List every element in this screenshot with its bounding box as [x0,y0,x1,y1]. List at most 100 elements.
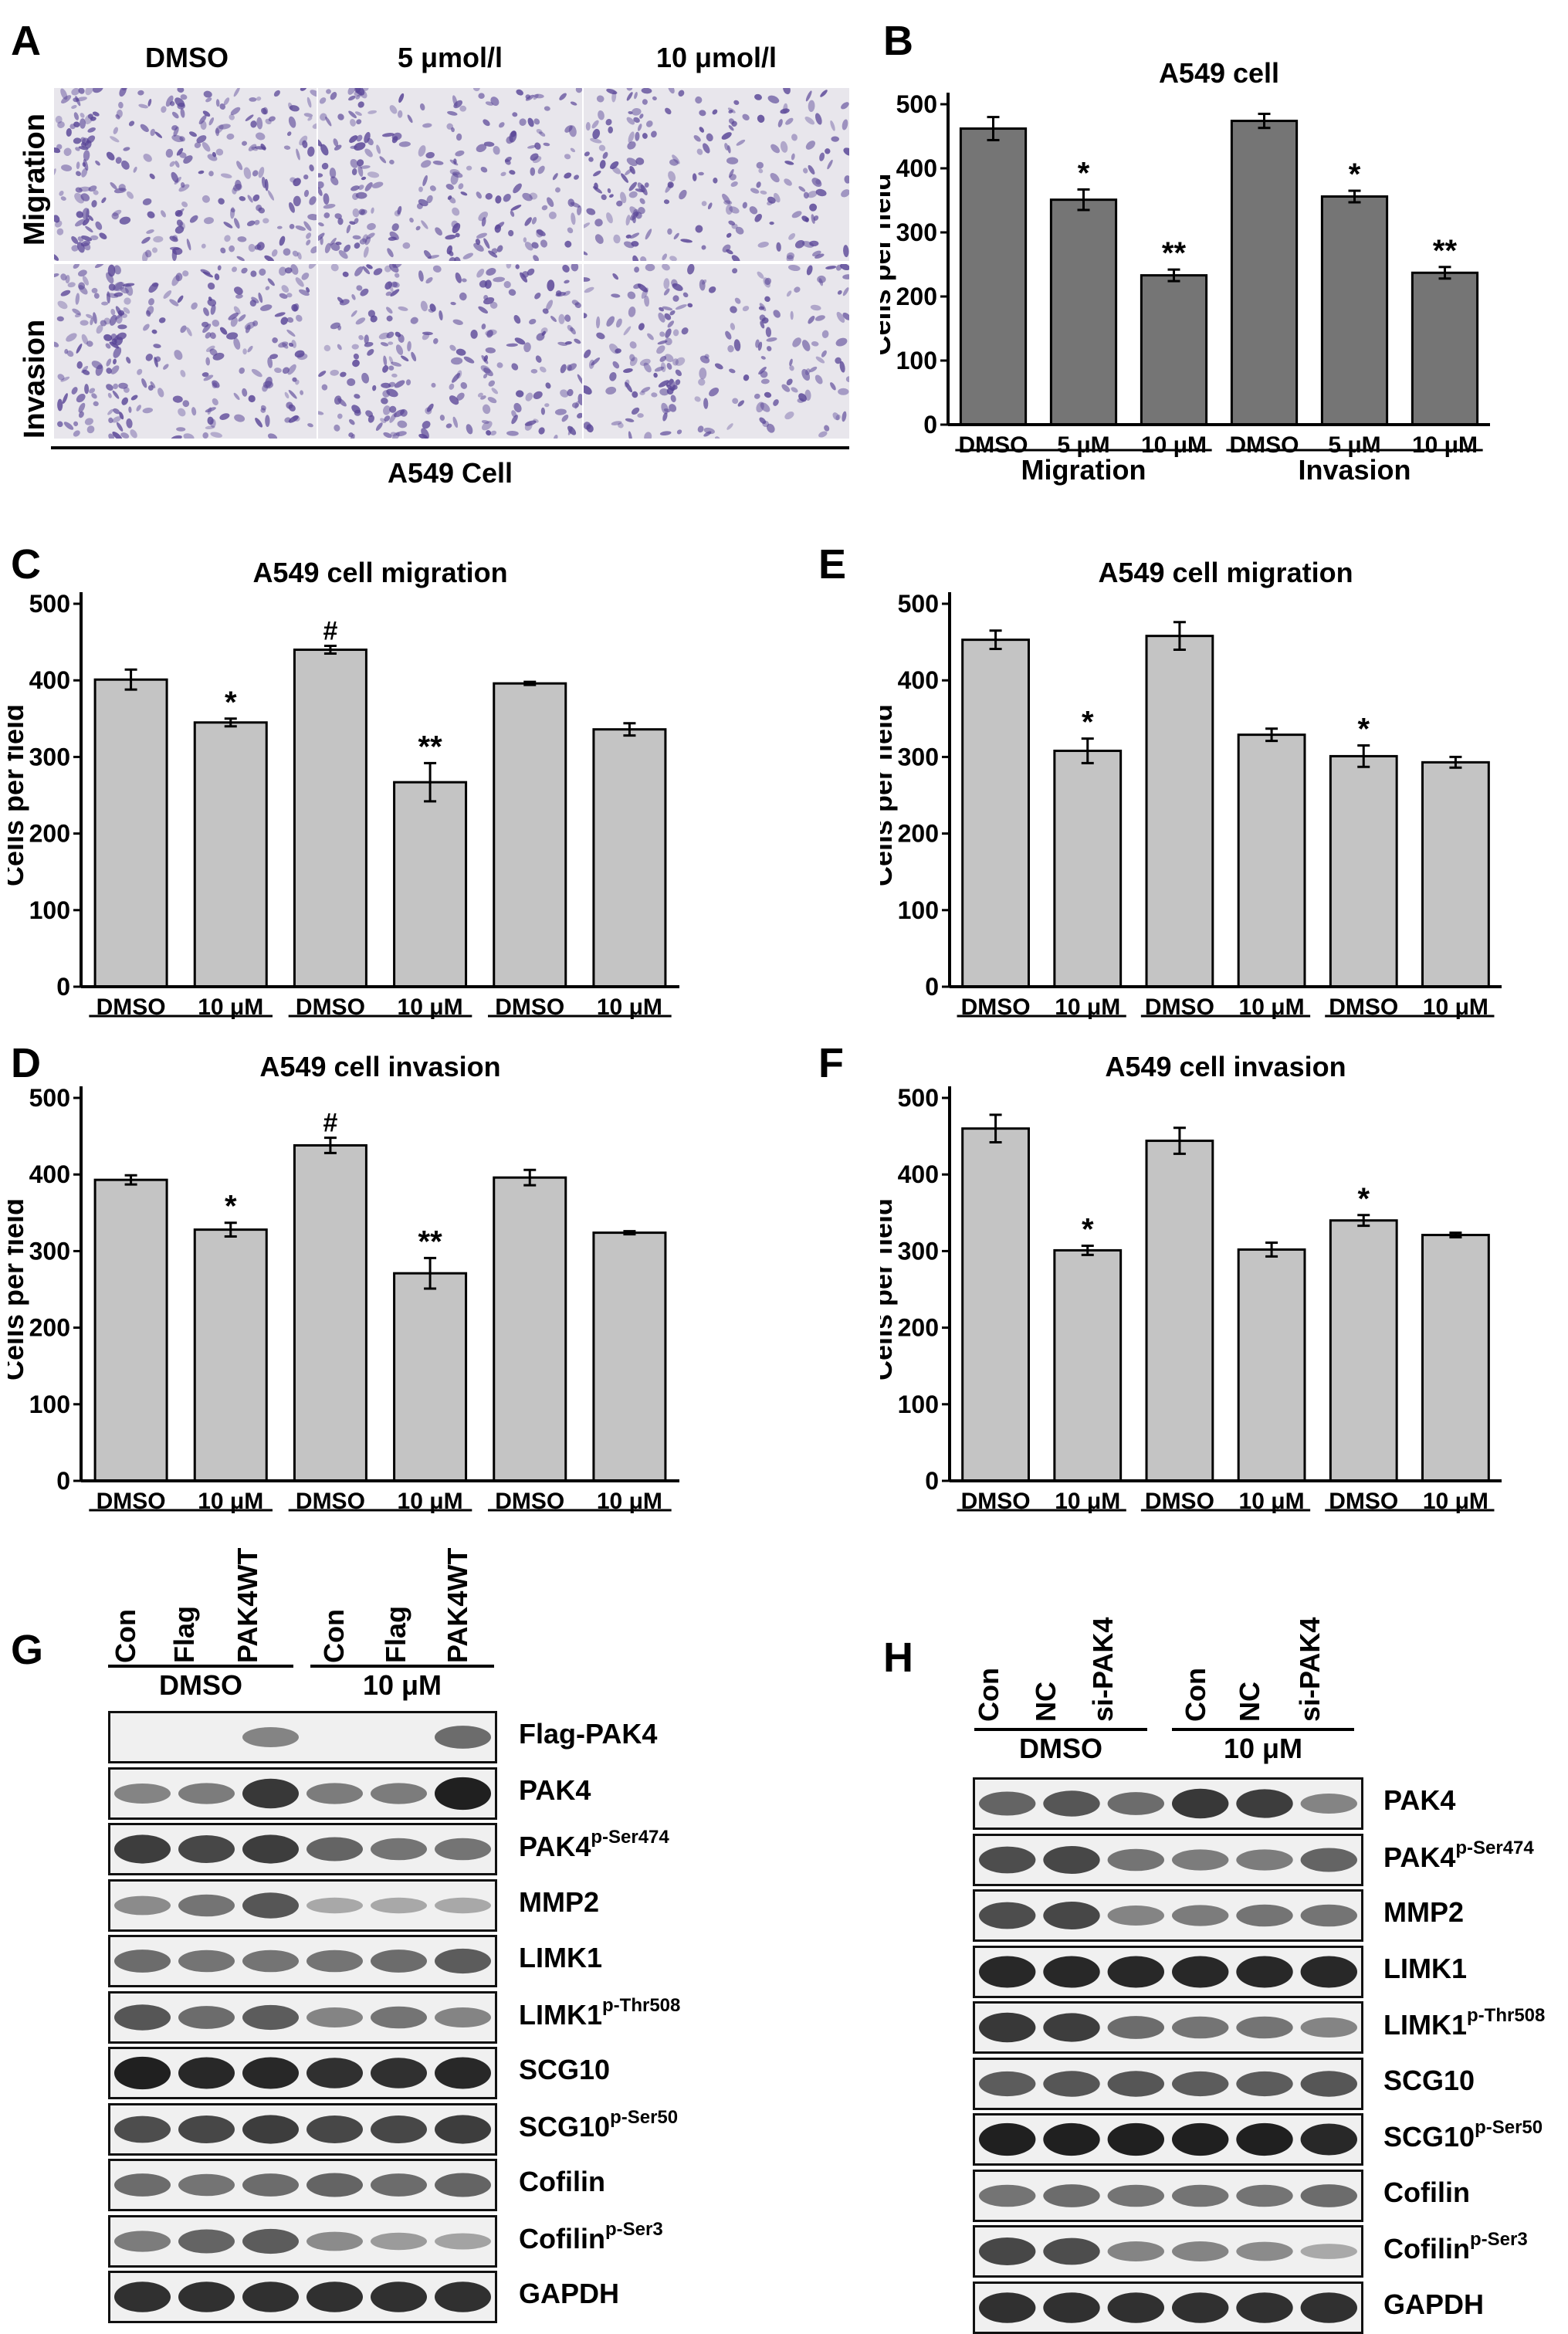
group-underline [310,1665,494,1668]
band [242,2281,299,2312]
band [371,1782,427,1804]
y-tick-label: 400 [29,666,70,694]
y-tick-label: 200 [896,283,937,310]
band [1300,2070,1357,2097]
micrograph-invasion-dmso [54,264,317,439]
row-label-migration: Migration [19,113,51,246]
band [435,2173,491,2197]
blot-label: GAPDH [519,2278,620,2309]
bar-1 [961,639,1030,988]
significance-mark: ** [418,1225,443,1258]
blot-scg10 [108,2047,497,2099]
band [1300,2244,1357,2259]
y-tick-label: 300 [898,743,939,771]
band [114,2281,171,2312]
blot-label: PAK4 [519,1773,591,1806]
band [114,2173,171,2197]
band [178,1894,235,1916]
band [178,2281,235,2312]
micrograph-migration-10umol [584,88,849,261]
band [1172,1956,1229,1987]
lane-label: Con [110,1609,141,1663]
y-tick-label: 500 [29,590,70,618]
band [1172,1788,1229,1819]
band [979,1791,1036,1816]
band [435,1897,491,1913]
y-tick-label: 0 [923,411,937,439]
band [979,2292,1036,2323]
blot-gapdh [973,2281,1363,2334]
band [979,2071,1036,2096]
band [1300,1956,1357,1987]
blot-gapdh [108,2271,497,2323]
y-axis-label: Cells per field [8,1198,29,1380]
blot-mmp2 [973,1889,1363,1942]
panel-letter-d: D [11,1040,41,1086]
y-tick-label: 400 [898,1160,939,1188]
chart-title: A549 cell invasion [1105,1051,1346,1082]
row-label-invasion: Invasion [19,319,51,439]
group-underline [1172,1728,1354,1731]
band [1236,1848,1293,1871]
bar-6 [1421,1234,1490,1482]
blot-label: LIMK1 [1383,1952,1467,1984]
band [114,2116,171,2143]
blot-label: MMP2 [519,1885,600,1918]
panel-letter-a: A [11,18,41,64]
band [306,1782,363,1804]
blot-flag-pak4 [108,1711,497,1763]
band [979,2012,1036,2043]
band [1236,1789,1293,1818]
group-label: DMSO [159,1669,242,1701]
bar-2 [193,1228,268,1482]
y-tick-label: 0 [925,1467,939,1495]
band [1107,1905,1164,1926]
band [1043,1845,1100,1874]
bar-2 [1053,1248,1123,1482]
band [306,1897,363,1913]
bar-5 [493,682,567,988]
band [178,2229,235,2253]
lane-label: Con [318,1609,350,1663]
bar-1 [961,1127,1030,1482]
band [371,2006,427,2028]
bar-6 [1421,760,1490,988]
band [178,1782,235,1804]
blot-label: Cofilin [1383,2176,1470,2208]
micrograph-migration-dmso [54,88,317,261]
group-label: DMSO [1019,1733,1102,1764]
category-label: DMSO [959,432,1028,458]
blot-limk1 [973,1945,1363,1998]
band [242,2057,299,2089]
chart-e: A549 cell migration Cells per field 0 100 20… [880,557,1502,1019]
blot-label: Cofilinp-Ser3 [519,2218,663,2254]
y-tick-label: 200 [898,1314,939,1342]
y-tick-label: 400 [29,1160,70,1188]
group-label: 10 μM [1223,1733,1303,1764]
band [242,1834,299,1864]
y-tick-label: 300 [29,743,70,771]
band [1300,1904,1357,1927]
lane-label: PAK4WT [442,1547,473,1663]
band [371,2058,427,2088]
band [435,2007,491,2027]
blot-label: PAK4p-Ser474 [1383,1837,1534,1873]
y-axis-label: Cells per field [880,173,896,355]
band [306,1837,363,1861]
significance-mark: * [1078,156,1090,190]
blot-label: MMP2 [1383,1896,1465,1928]
group-underline [108,1665,293,1668]
y-tick-label: 500 [898,1084,939,1112]
bar-5 [1329,754,1398,988]
significance-mark: * [1349,158,1361,191]
significance-mark: * [1082,1212,1094,1246]
blot-scg10-p-ser50 [973,2113,1363,2166]
band [1043,2237,1100,2265]
micrograph-invasion-10umol [584,264,849,439]
band [242,2114,299,2144]
significance-mark: # [323,1109,337,1138]
lane-label: si-PAK4 [1087,1617,1119,1722]
category-label: DMSO [1230,432,1299,458]
chart-d: A549 cell invasion Cells per field 0 100 200… [8,1051,679,1513]
y-tick-label: 0 [56,973,70,1001]
